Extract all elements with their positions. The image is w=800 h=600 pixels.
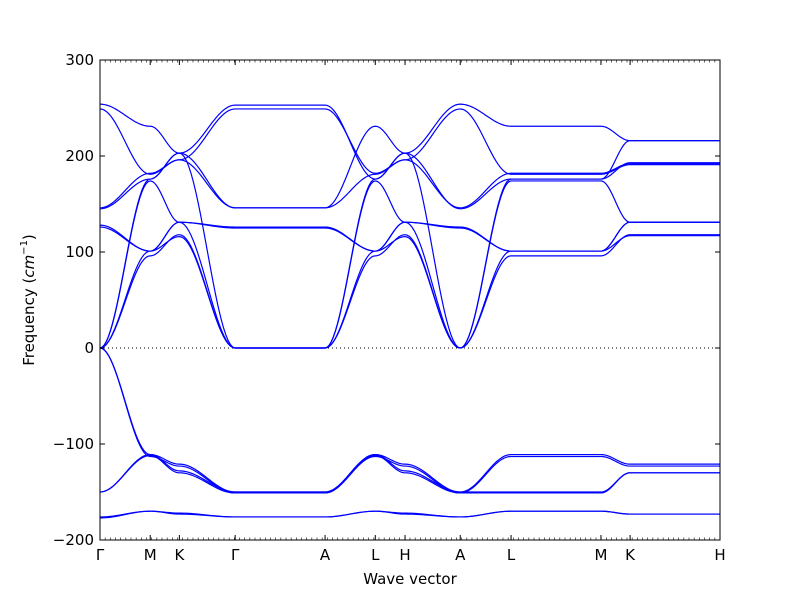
x-tick-label-5: A xyxy=(320,546,331,564)
band-series-2 xyxy=(99,347,720,494)
y-tick-label-2: −100 xyxy=(53,435,94,453)
x-tick-label-9: L xyxy=(507,546,516,564)
y-tick-label-3: 0 xyxy=(84,339,94,357)
x-tick-label-10: M xyxy=(594,546,607,564)
y-axis-label-close: ) xyxy=(20,234,38,240)
band-series-7 xyxy=(99,453,720,493)
band-series-5 xyxy=(99,180,720,349)
y-axis-label-text: Frequency xyxy=(20,288,38,366)
x-tick-label-2: M xyxy=(144,546,157,564)
x-tick-label-6: L xyxy=(371,546,380,564)
series-layer xyxy=(99,103,720,519)
x-tick-label-4: Γ xyxy=(231,546,240,564)
x-axis-label: Wave vector xyxy=(363,570,457,588)
x-tick-label-12: H xyxy=(714,546,725,564)
y-tick-label-4: 100 xyxy=(65,243,94,261)
band-series-12 xyxy=(99,221,720,252)
y-axis-label-unit: cm xyxy=(20,255,38,278)
band-series-1 xyxy=(99,347,720,493)
x-tick-label-8: A xyxy=(455,546,466,564)
y-axis-label-open: ( xyxy=(20,278,38,289)
band-series-3 xyxy=(99,234,720,349)
y-axis-label: Frequency (cm−1) xyxy=(19,234,38,366)
y-tick-label-6: 300 xyxy=(65,51,94,69)
band-series-16 xyxy=(99,108,720,209)
y-axis-label-unit-exponent: −1 xyxy=(19,240,30,255)
x-tick-label-3: K xyxy=(174,546,185,564)
x-tick-label-1: Γ xyxy=(96,546,105,564)
band-series-15 xyxy=(99,103,720,209)
band-series-8 xyxy=(99,454,720,494)
y-tick-label-1: −200 xyxy=(53,531,94,549)
x-tick-label-11: K xyxy=(625,546,636,564)
band-series-10 xyxy=(99,510,720,518)
x-tick-label-7: H xyxy=(399,546,410,564)
band-series-4 xyxy=(99,235,720,349)
y-tick-label-5: 200 xyxy=(65,147,94,165)
y-tick-layer: −200 −100 0 100 200 300 xyxy=(53,51,720,549)
